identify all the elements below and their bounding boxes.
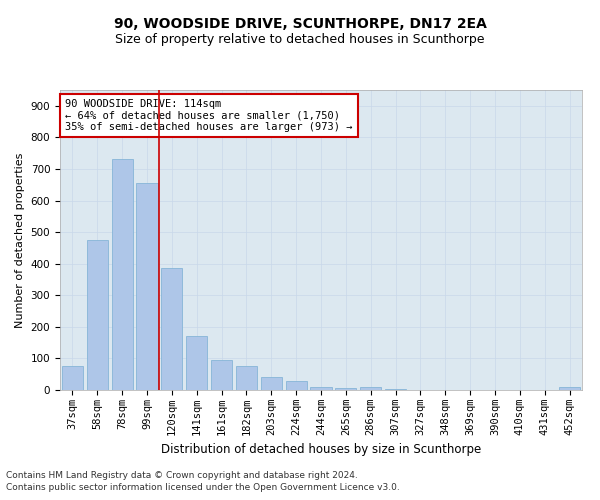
Bar [335,388,356,390]
Text: 90 WOODSIDE DRIVE: 114sqm
← 64% of detached houses are smaller (1,750)
35% of se: 90 WOODSIDE DRIVE: 114sqm ← 64% of detac… [65,99,353,132]
Text: Size of property relative to detached houses in Scunthorpe: Size of property relative to detached ho… [115,32,485,46]
Text: Contains HM Land Registry data © Crown copyright and database right 2024.: Contains HM Land Registry data © Crown c… [6,471,358,480]
Text: Distribution of detached houses by size in Scunthorpe: Distribution of detached houses by size … [161,442,481,456]
Bar [360,387,381,390]
Bar [211,360,232,390]
Bar [559,388,580,390]
Bar [161,268,182,390]
Bar [286,380,307,390]
Bar [186,336,207,390]
Bar [310,387,332,390]
Bar [136,183,158,390]
Text: Contains public sector information licensed under the Open Government Licence v3: Contains public sector information licen… [6,484,400,492]
Bar [236,366,257,390]
Y-axis label: Number of detached properties: Number of detached properties [15,152,25,328]
Bar [112,160,133,390]
Bar [261,376,282,390]
Bar [87,240,108,390]
Bar [62,366,83,390]
Text: 90, WOODSIDE DRIVE, SCUNTHORPE, DN17 2EA: 90, WOODSIDE DRIVE, SCUNTHORPE, DN17 2EA [113,18,487,32]
Bar [385,389,406,390]
